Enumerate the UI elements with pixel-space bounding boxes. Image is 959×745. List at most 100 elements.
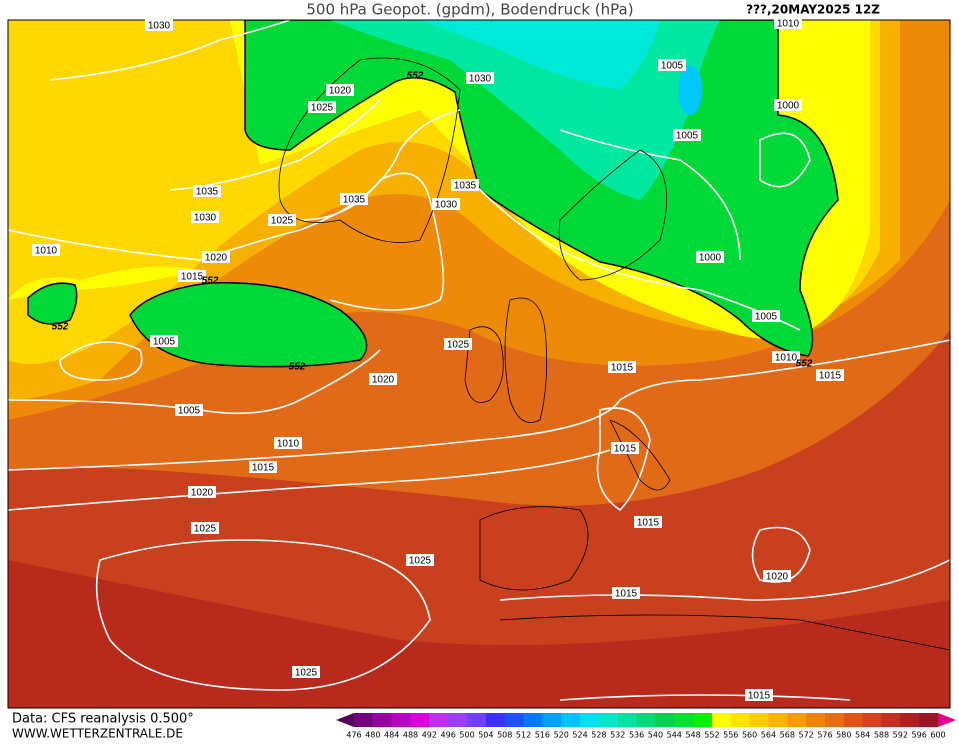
isobar-label: 1010 bbox=[775, 353, 798, 364]
isobar-label: 1010 bbox=[35, 246, 58, 257]
isobar-label-box bbox=[191, 522, 219, 534]
isobar-label-box bbox=[612, 587, 640, 599]
isobar-label-box bbox=[369, 373, 397, 385]
colorbar-label: 480 bbox=[365, 731, 380, 740]
isobar-label: 1000 bbox=[699, 253, 722, 264]
isobar-label: 1005 bbox=[755, 312, 778, 323]
colorbar-label: 560 bbox=[742, 731, 757, 740]
colorbar-label: 600 bbox=[930, 731, 945, 740]
isobar-label: 1005 bbox=[661, 61, 684, 72]
field-green-atlantic bbox=[129, 281, 368, 368]
map-labels: 1030 1020 1025 1030 1005 1010 1000 1005 1035 1030… bbox=[32, 17, 844, 702]
colorbar-label: 476 bbox=[346, 731, 361, 740]
isobar-label-box bbox=[340, 193, 368, 205]
map-frame bbox=[7, 19, 951, 709]
isobar-label-box bbox=[608, 361, 636, 373]
colorbar-cell bbox=[768, 713, 788, 727]
colorbar-label: 548 bbox=[685, 731, 700, 740]
field-dark-red bbox=[8, 560, 950, 708]
colorbar-label: 532 bbox=[610, 731, 625, 740]
colorbar-label: 516 bbox=[535, 731, 550, 740]
colorbar-cell bbox=[655, 713, 675, 727]
isobar-label-box bbox=[175, 404, 203, 416]
isobar-label: 1030 bbox=[194, 213, 217, 224]
colorbar-cell bbox=[636, 713, 656, 727]
isobar-label-box bbox=[193, 185, 221, 197]
colorbar-arrow bbox=[938, 713, 956, 727]
colorbar-label: 496 bbox=[441, 731, 456, 740]
isobar-label: 1025 bbox=[271, 216, 294, 227]
colorbar-cell bbox=[372, 713, 393, 727]
isobar-label: 1000 bbox=[777, 101, 800, 112]
isobar-label: 1035 bbox=[454, 181, 477, 192]
colorbar-label: 512 bbox=[516, 731, 531, 740]
isobar-label: 1015 bbox=[748, 691, 771, 702]
map bbox=[8, 20, 950, 708]
colorbar-cell bbox=[919, 713, 939, 727]
isobar-label: 1015 bbox=[252, 463, 275, 474]
isobar-label: 1025 bbox=[295, 668, 318, 679]
colorbar-cell bbox=[580, 713, 600, 727]
isobar-label-box bbox=[466, 72, 494, 84]
contour-label: 552 bbox=[289, 362, 306, 373]
isobar-label-box bbox=[752, 310, 780, 322]
isobar-label-box bbox=[658, 59, 686, 71]
colorbar-cell bbox=[561, 713, 581, 727]
site: WWW.WETTERZENTRALE.DE bbox=[12, 727, 183, 741]
colorbar-label: 568 bbox=[780, 731, 795, 740]
colorbar-label: 528 bbox=[591, 731, 606, 740]
isobar-label-box bbox=[816, 369, 844, 381]
isobar-label-box bbox=[432, 198, 460, 210]
field-cyan bbox=[420, 20, 660, 90]
isobar-label-box bbox=[774, 17, 802, 29]
isobar-label: 1020 bbox=[372, 375, 395, 386]
isobar-label: 1005 bbox=[676, 131, 699, 142]
colorbar-cell bbox=[843, 713, 864, 727]
isobar-label-box bbox=[188, 486, 216, 498]
isobar-label-box bbox=[406, 554, 434, 566]
isobar-label: 1010 bbox=[277, 439, 300, 450]
isobar-label: 1010 bbox=[777, 19, 800, 30]
colorbar-cell bbox=[542, 713, 562, 727]
contour-label: 552 bbox=[407, 71, 424, 82]
isobar-label-box bbox=[274, 437, 302, 449]
colorbar-label: 572 bbox=[798, 731, 813, 740]
colorbar-cell bbox=[881, 713, 901, 727]
source: Data: CFS reanalysis 0.500° bbox=[12, 712, 194, 727]
colorbar-label: 584 bbox=[855, 731, 870, 740]
isobar-label: 1025 bbox=[194, 524, 217, 535]
isobar-label-box bbox=[191, 211, 219, 223]
colorbar-label: 492 bbox=[422, 731, 437, 740]
colorbar-label: 576 bbox=[817, 731, 832, 740]
isobar-label-box bbox=[634, 516, 662, 528]
isobar-label-box bbox=[308, 101, 336, 113]
isobar-label: 1015 bbox=[614, 444, 637, 455]
colorbar-label: 556 bbox=[723, 731, 738, 740]
colorbar-cell bbox=[787, 713, 807, 727]
isobar-label: 1030 bbox=[435, 200, 458, 211]
isobar-label: 1020 bbox=[766, 572, 789, 583]
isobar-label: 1005 bbox=[178, 406, 201, 417]
contour-label: 552 bbox=[202, 276, 219, 287]
isobar-label: 1030 bbox=[148, 21, 171, 32]
colorbar-cell bbox=[354, 713, 374, 727]
colorbar-label: 520 bbox=[554, 731, 569, 740]
colorbar-label: 596 bbox=[912, 731, 927, 740]
colorbar-cell bbox=[693, 713, 713, 727]
colorbar-label: 508 bbox=[497, 731, 512, 740]
colorbar-label: 592 bbox=[893, 731, 908, 740]
contour-label: 552 bbox=[52, 322, 69, 333]
colorbar-label: 564 bbox=[761, 731, 776, 740]
colorbar-cell bbox=[674, 713, 694, 727]
colorbar-cell bbox=[900, 713, 920, 727]
isobar-label-box bbox=[202, 251, 230, 263]
colorbar-cell bbox=[730, 713, 751, 727]
isobar-label-box bbox=[774, 99, 802, 111]
colorbar-label: 544 bbox=[667, 731, 682, 740]
colorbar-cell bbox=[862, 713, 882, 727]
isobar-label-box bbox=[326, 84, 354, 96]
colorbar-label: 504 bbox=[478, 731, 493, 740]
isobar-label-box bbox=[150, 335, 178, 347]
isobar-label: 1035 bbox=[196, 187, 219, 198]
